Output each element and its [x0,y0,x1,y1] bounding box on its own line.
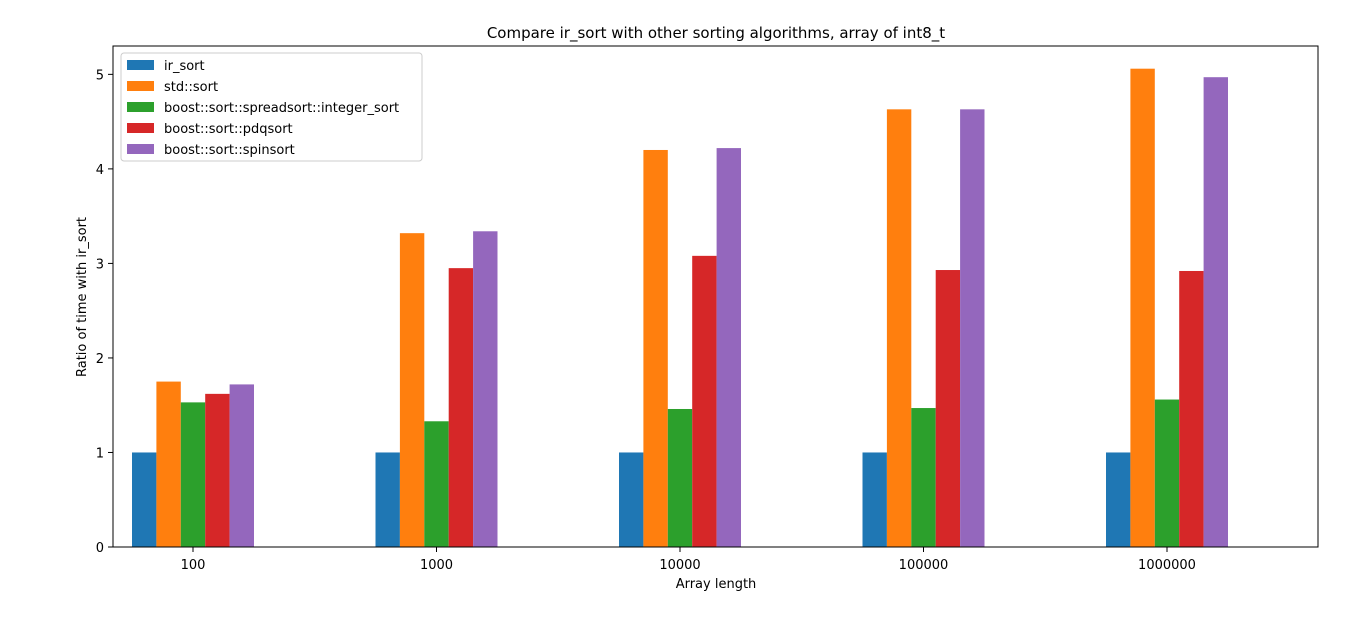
bar-boost-sort-pdqsort-100 [205,393,230,547]
bar-boost-sort-pdqsort-1000 [448,268,474,547]
legend-box [120,52,423,162]
legend-swatch [127,144,154,154]
legend-swatch [127,60,154,70]
y-tick-label: 5 [96,68,104,83]
x-tick-label: 100 [181,558,206,573]
legend-swatch [127,123,154,133]
legend-label: boost::sort::pdqsort [164,122,293,137]
bar-std-sort-10000 [643,149,668,548]
x-axis-label: Array length [676,577,757,592]
bar-boost-sort-pdqsort-10000 [692,255,717,547]
bar-std-sort-1000 [399,233,425,548]
y-tick-label: 1 [96,446,104,461]
bar-boost-sort-spreadsort-integer-sort-10000 [667,408,693,547]
bar-boost-sort-spreadsort-integer-sort-1000000 [1154,399,1180,547]
legend-label: boost::sort::spinsort [164,143,295,158]
x-tick-label: 1000 [420,558,453,573]
bar-boost-sort-spreadsort-integer-sort-1000 [424,421,449,547]
chart-title: Compare ir_sort with other sorting algor… [487,24,945,43]
bar-ir-sort-1000 [375,452,400,547]
legend-label: boost::sort::spreadsort::integer_sort [164,101,399,116]
x-tick-label: 100000 [899,558,949,573]
bar-std-sort-1000000 [1130,68,1155,547]
legend-label: std::sort [164,80,218,95]
y-tick-label: 4 [96,163,104,178]
bar-boost-sort-pdqsort-100000 [935,270,961,547]
y-axis-ticks: 0 1 2 3 4 5 [96,68,113,556]
legend: ir_sortstd::sortboost::sort::spreadsort:… [120,52,423,162]
bar-ir-sort-100000 [862,452,887,547]
bar-std-sort-100 [156,381,181,547]
bar-ir-sort-100 [132,452,157,547]
legend-swatch [127,81,154,91]
y-tick-label: 2 [96,352,104,367]
legend-swatch [127,102,154,112]
bar-boost-sort-spreadsort-integer-sort-100000 [911,408,936,547]
plot-frame [112,45,1319,548]
bar-ir-sort-10000 [619,452,644,547]
x-tick-label: 1000000 [1138,558,1196,573]
bar-boost-sort-spinsort-100000 [960,109,985,547]
y-axis-label: Ratio of time with ir_sort [75,217,90,377]
bar-ir-sort-1000000 [1106,452,1131,547]
x-axis-ticks: 100 1000 10000 100000 1000000 [181,547,1196,573]
x-tick-label: 10000 [659,558,700,573]
bar-boost-sort-spreadsort-integer-sort-100 [180,402,206,547]
bar-boost-sort-pdqsort-1000000 [1179,270,1204,547]
bar-std-sort-100000 [886,109,912,547]
y-tick-label: 0 [96,541,104,556]
legend-label: ir_sort [164,59,205,74]
bar-boost-sort-spinsort-100 [229,384,254,547]
bar-boost-sort-spinsort-1000000 [1203,77,1228,547]
bars-group [132,68,1228,548]
bar-boost-sort-spinsort-10000 [716,148,741,547]
y-tick-label: 3 [96,257,104,272]
bar-boost-sort-spinsort-1000 [473,231,498,547]
